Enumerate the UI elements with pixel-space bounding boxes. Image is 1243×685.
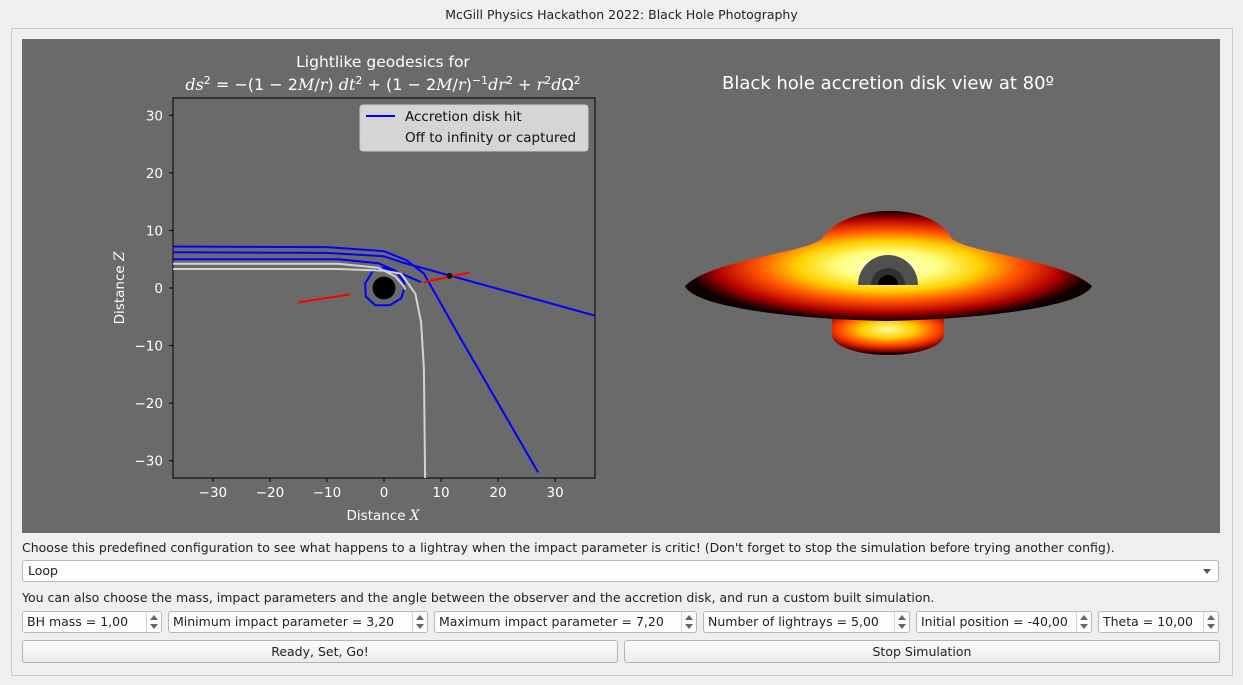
- y-tick-label: 10: [146, 223, 163, 239]
- min-impact-spinbox[interactable]: Minimum impact parameter = 3,20: [168, 611, 428, 633]
- spin-up-icon[interactable]: [416, 615, 424, 620]
- disk-edge-marker: [298, 293, 350, 304]
- config-intro-label: Choose this predefined configuration to …: [22, 540, 1115, 555]
- max-impact-spinbox[interactable]: Maximum impact parameter = 7,20: [434, 611, 697, 633]
- black-hole-marker: [372, 276, 396, 300]
- left-plot-title: Lightlike geodesics for: [296, 53, 470, 71]
- right-plot-title: Black hole accretion disk view at 80º: [722, 73, 1054, 94]
- x-tick-label: −10: [313, 485, 342, 501]
- initial-position-value: Initial position = -40,00: [921, 614, 1068, 629]
- bh-mass-spinbox[interactable]: BH mass = 1,00: [22, 611, 162, 633]
- window-title: McGill Physics Hackathon 2022: Black Hol…: [445, 6, 798, 22]
- spin-up-icon[interactable]: [685, 615, 693, 620]
- y-tick-label: 0: [154, 281, 163, 297]
- plot-legend: Accretion disk hit Off to infinity or ca…: [359, 104, 589, 152]
- initial-position-spinbox[interactable]: Initial position = -40,00: [916, 611, 1092, 633]
- photon-point: [446, 272, 453, 279]
- chevron-down-icon: [1203, 569, 1211, 574]
- y-tick-label: −30: [135, 454, 164, 470]
- figure-svg: Lightlike geodesics for ds2 = −(1 − 2M/r…: [112, 53, 1092, 524]
- metric-equation: ds2 = −(1 − 2M/r) dt2 + (1 − 2M/r)−1dr2 …: [185, 74, 580, 94]
- black-hole-shadow: [878, 275, 898, 285]
- spin-up-icon[interactable]: [1207, 615, 1215, 620]
- spin-up-icon[interactable]: [1080, 615, 1088, 620]
- num-lightrays-spinbox[interactable]: Number of lightrays = 5,00: [703, 611, 910, 633]
- x-tick-label: 30: [546, 485, 563, 501]
- geodesic-disk-hit: [173, 251, 595, 317]
- geodesic-off-infinity: [173, 268, 427, 478]
- y-tick-label: 30: [146, 108, 163, 124]
- spin-down-icon[interactable]: [685, 624, 693, 629]
- config-select[interactable]: Loop: [22, 560, 1219, 582]
- spin-down-icon[interactable]: [416, 624, 424, 629]
- spin-up-icon[interactable]: [898, 615, 906, 620]
- bh-mass-value: BH mass = 1,00: [27, 614, 129, 629]
- disk-lower-arc: [832, 319, 944, 354]
- custom-config-label: You can also choose the mass, impact par…: [22, 590, 935, 605]
- spin-down-icon[interactable]: [1207, 624, 1215, 629]
- spin-down-icon[interactable]: [1080, 624, 1088, 629]
- y-tick-label: 20: [146, 166, 163, 182]
- x-tick-label: −20: [256, 485, 285, 501]
- max-impact-value: Maximum impact parameter = 7,20: [439, 614, 664, 629]
- x-tick-label: 10: [432, 485, 449, 501]
- min-impact-value: Minimum impact parameter = 3,20: [173, 614, 395, 629]
- config-selected-value: Loop: [28, 563, 58, 578]
- y-tick-label: −10: [135, 339, 164, 355]
- geodesic-disk-hit: [173, 245, 539, 473]
- x-axis-label: Distance X: [347, 508, 421, 524]
- x-tick-label: −30: [199, 485, 228, 501]
- theta-value: Theta = 10,00: [1103, 614, 1194, 629]
- legend-label-infinity: Off to infinity or captured: [405, 130, 576, 146]
- spin-up-icon[interactable]: [150, 615, 158, 620]
- stop-simulation-button[interactable]: Stop Simulation: [624, 640, 1220, 663]
- figure-canvas: Lightlike geodesics for ds2 = −(1 − 2M/r…: [22, 39, 1220, 533]
- legend-box: [359, 104, 589, 152]
- y-tick-label: −20: [135, 396, 164, 412]
- y-axis-label: Distance Z: [112, 251, 128, 324]
- legend-label-disk-hit: Accretion disk hit: [405, 109, 522, 125]
- accretion-disk-image: [685, 210, 1092, 355]
- spin-down-icon[interactable]: [898, 624, 906, 629]
- x-tick-label: 20: [489, 485, 506, 501]
- x-tick-label: 0: [380, 485, 389, 501]
- spin-down-icon[interactable]: [150, 624, 158, 629]
- theta-spinbox[interactable]: Theta = 10,00: [1098, 611, 1219, 633]
- disk-edge-marker: [423, 271, 470, 284]
- run-simulation-button[interactable]: Ready, Set, Go!: [22, 640, 618, 663]
- num-lightrays-value: Number of lightrays = 5,00: [708, 614, 879, 629]
